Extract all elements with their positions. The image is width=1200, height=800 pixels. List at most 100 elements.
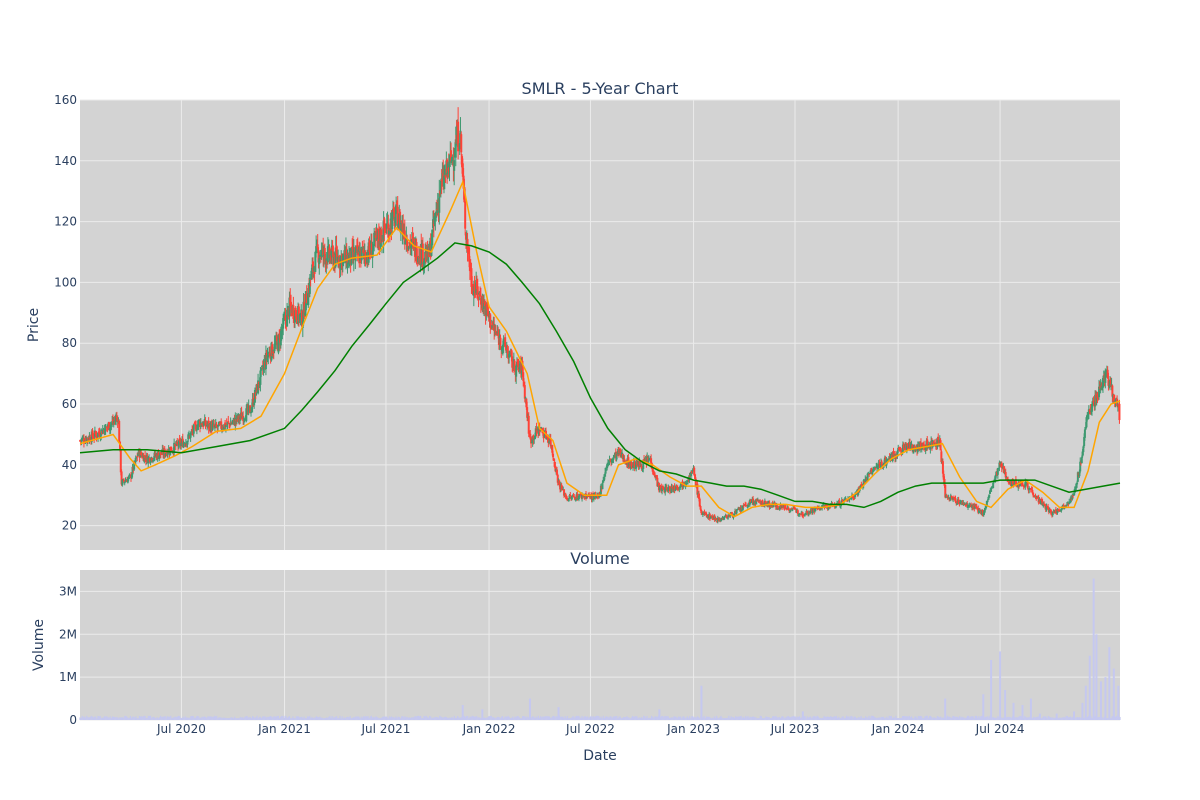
candle-body <box>318 258 321 265</box>
volume-bar <box>402 716 404 720</box>
candle-body <box>461 163 464 177</box>
volume-bar <box>1079 717 1081 720</box>
candle-body <box>264 352 267 370</box>
volume-bar <box>209 716 211 720</box>
volume-bar <box>552 715 554 720</box>
candle-body <box>563 489 566 496</box>
volume-bar <box>97 715 99 720</box>
candle-body <box>974 505 977 507</box>
candle-body <box>720 517 723 521</box>
volume-bar <box>658 709 661 720</box>
candle-body <box>944 484 947 498</box>
volume-bar <box>1084 685 1087 720</box>
volume-bar <box>1102 718 1104 720</box>
volume-bar <box>427 717 430 720</box>
price-y-tick-label: 60 <box>62 397 77 411</box>
volume-bar <box>188 717 190 720</box>
volume-bar <box>96 718 98 720</box>
volume-bar <box>130 717 133 720</box>
volume-bar <box>1021 705 1024 720</box>
volume-bar <box>966 715 969 720</box>
volume-bar <box>302 718 304 720</box>
candle-body <box>384 227 387 229</box>
volume-bar <box>991 717 993 720</box>
volume-bar <box>905 716 907 720</box>
candle-body <box>266 355 269 361</box>
volume-bar <box>629 718 631 720</box>
volume-bar <box>678 716 681 720</box>
candle-body <box>1060 508 1063 511</box>
volume-bar <box>469 716 471 720</box>
candle-body <box>392 206 395 213</box>
volume-bar <box>167 716 170 720</box>
candle-body <box>394 216 397 224</box>
candle-body <box>943 478 946 486</box>
volume-bar <box>938 717 941 720</box>
candle-body <box>1076 472 1079 482</box>
volume-bar <box>689 716 691 720</box>
volume-bar <box>489 715 491 720</box>
volume-bar <box>956 716 959 720</box>
candle-body <box>541 432 544 434</box>
volume-bar <box>591 717 593 720</box>
volume-bar <box>230 717 232 720</box>
volume-bar <box>262 716 264 720</box>
volume-bar <box>638 717 640 720</box>
candle-body <box>528 432 531 435</box>
x-tick-label: Jan 2023 <box>666 722 720 736</box>
volume-bar <box>960 717 962 720</box>
volume-bar <box>174 716 176 720</box>
candle-body <box>532 435 535 440</box>
candle-body <box>373 232 376 247</box>
candle-body <box>510 349 513 356</box>
candle-body <box>136 456 139 458</box>
volume-bar <box>1007 716 1009 720</box>
candle-body <box>1071 494 1074 500</box>
candle-body <box>430 243 433 256</box>
volume-bar <box>919 715 922 720</box>
volume-bar <box>439 715 441 720</box>
volume-bar <box>565 717 567 720</box>
volume-bar <box>943 717 945 720</box>
candle-body <box>574 497 577 500</box>
volume-bar <box>872 715 875 720</box>
candle-body <box>622 457 625 460</box>
volume-bar <box>686 716 689 720</box>
candle-body <box>631 466 634 468</box>
volume-bar <box>522 716 524 720</box>
volume-bar <box>588 717 590 720</box>
candle-body <box>330 245 333 258</box>
volume-bar <box>736 716 738 720</box>
volume-bar <box>291 717 293 720</box>
candle-body <box>752 498 755 504</box>
candle-body <box>177 440 180 448</box>
volume-bar <box>284 715 286 720</box>
candle-body <box>228 422 231 424</box>
candle-body <box>552 453 555 458</box>
candle-body <box>929 445 932 450</box>
volume-bar <box>550 717 552 720</box>
volume-bar <box>924 716 926 720</box>
volume-bar <box>355 716 357 720</box>
volume-bar <box>659 717 662 720</box>
candle-body <box>368 240 371 253</box>
candle-body <box>651 467 654 472</box>
volume-bar <box>1008 717 1010 720</box>
candle-body <box>1065 504 1068 506</box>
candle-body <box>1096 393 1099 399</box>
volume-bar <box>418 716 421 720</box>
candle-body <box>335 245 338 254</box>
candle-body <box>701 512 704 515</box>
volume-bar <box>599 717 601 720</box>
volume-bar <box>235 718 237 720</box>
candle-body <box>696 483 699 495</box>
candle-body <box>448 155 451 168</box>
volume-bar <box>851 716 853 720</box>
volume-bar <box>464 717 467 720</box>
candle-body <box>250 412 253 414</box>
candle-body <box>1034 495 1037 498</box>
volume-bar <box>835 715 838 720</box>
volume-bar <box>271 716 273 720</box>
volume-bar <box>480 718 482 720</box>
volume-bar <box>1047 715 1049 720</box>
